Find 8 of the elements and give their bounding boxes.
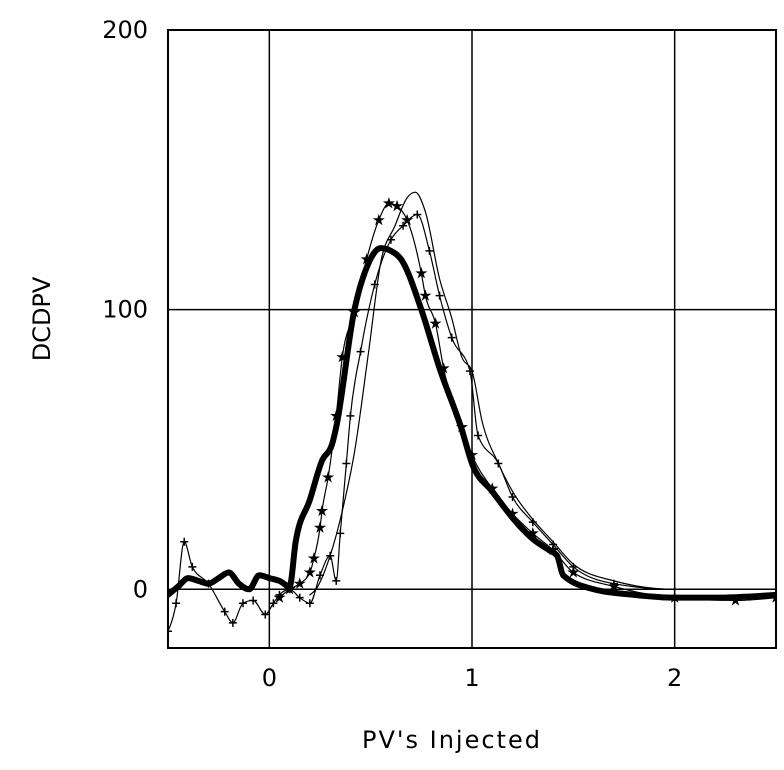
x-axis-title: PV's Injected — [362, 726, 542, 754]
y-tick-label: 100 — [102, 296, 148, 324]
y-tick-label: 200 — [102, 16, 148, 44]
x-tick-label: 0 — [262, 664, 277, 692]
x-tick-label: 1 — [464, 664, 480, 692]
y-tick-label: 0 — [132, 575, 148, 604]
x-tick-label: 2 — [667, 664, 682, 692]
y-axis-title: DCDPV — [28, 276, 56, 362]
